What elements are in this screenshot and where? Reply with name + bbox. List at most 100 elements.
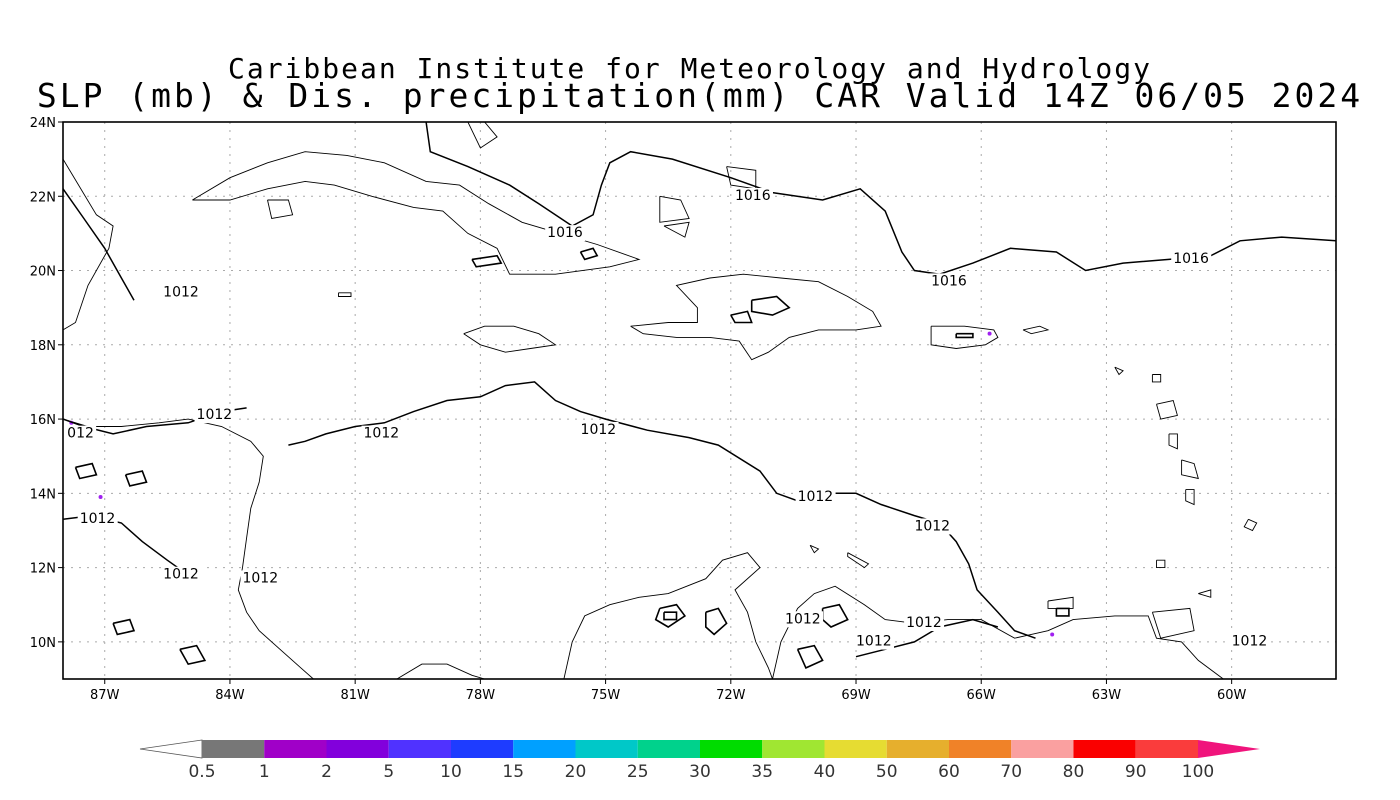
colorbar-label: 70 [1000,762,1022,782]
coastline-panama-colombia [396,663,485,679]
colorbar: 0.5 1 2 5 10 15 20 25 30 35 40 50 60 70 80 90 100 [139,739,1260,782]
isobar-label: 1016 [931,273,967,289]
coastline-guadeloupe [1156,399,1178,420]
colorbar-label: 25 [627,762,649,782]
isobar-label: 1012 [364,426,400,442]
x-tick-label: 84W [215,688,245,703]
colorbar-swatch [1011,740,1074,758]
x-tick-label: 72W [716,688,746,703]
y-tick-label: 22N [30,190,56,205]
isobar-label: 1012 [1232,634,1268,650]
x-tick-label: 69W [841,688,871,703]
x-tick-label: 81W [340,688,370,703]
colorbar-label: 80 [1063,762,1085,782]
precip-spot [987,331,992,336]
coastline-bahamas-andros [467,122,498,149]
isobar-label: 1012 [197,407,233,423]
coastline-jamaica [463,325,557,353]
colorbar-swatch [637,740,700,758]
chart-title-line2: SLP (mb) & Dis. precipitation(mm) CAR Va… [36,76,1364,115]
isobar-label-bg [1171,251,1212,268]
precip-contour-colombia-rain [704,607,728,636]
colorbar-swatch [451,740,514,758]
isobar-label-bg [578,421,619,438]
chart-title-line1: Caribbean Institute for Meteorology and … [227,52,1152,85]
isobar-label-bg [1229,633,1270,650]
isobar-label-bg [732,187,773,204]
coastline-cuba [192,151,641,275]
precip-contour-puerto-rico-rain [955,332,974,339]
precip-contour-nicaragua-rain [112,618,136,636]
colorbar-label: 1 [259,762,270,782]
isobar-labels: 1016 1016 1016 1016 1012 1012 012 1012 1012 1012 1… [65,187,1270,650]
y-tick-label: 24N [30,116,56,131]
coastline-colombia-venezuela [563,552,773,679]
y-tick-label: 16N [30,413,56,428]
isobar-label: 1012 [785,611,821,627]
precip-spot [98,495,103,500]
isobar-1016 [425,122,1336,275]
grid-lines [63,121,1336,679]
colorbar-swatch [700,740,763,758]
colorbar-swatch [575,740,638,758]
colorbar-swatch [264,740,327,758]
coastline-bahamas-south [659,195,690,223]
isobar-label-bg [161,284,202,301]
isobar-label-bg [240,570,281,587]
precip-contour-honduras-rain [74,462,98,480]
x-tick-label: 66W [967,688,997,703]
colorbar-swatch [326,740,389,758]
axis-ticks: 87W 84W 81W 78W 75W 72W 69W 66W 63W 60W 10N 12N 14N 1… [30,116,1247,703]
colorbar-swatch [1135,740,1198,758]
y-tick-label: 12N [30,562,56,577]
x-tick-label: 75W [591,688,621,703]
colorbar-label: 30 [689,762,711,782]
coastline-isla-juventud [267,199,294,220]
isobar-label-bg [65,425,97,442]
colorbar-label: 10 [440,762,462,782]
coastline-martinique [1181,459,1199,480]
isobar-label: 1012 [914,518,950,534]
colorbar-label: 50 [876,762,898,782]
coastline-grenada [1156,559,1166,569]
isobar-label: 012 [67,426,94,442]
colorbar-label: 90 [1125,762,1147,782]
isobar-label: 1012 [581,422,617,438]
isobar-label: 1012 [856,634,892,650]
precip-contour-cuba-rain [471,254,503,268]
coastline-curacao [847,552,870,569]
isobar-label-bg [929,273,970,290]
isobar-label: 1012 [163,567,199,583]
y-tick-label: 14N [30,487,56,502]
colorbar-label: 20 [565,762,587,782]
coastline-barbados [1243,518,1258,532]
colorbar-over-triangle [1198,740,1260,758]
colorbar-label: 0.5 [188,762,215,782]
isobar-label: 1012 [80,511,116,527]
coastline-virgin-islands [1022,325,1050,335]
isobar-label: 1016 [1173,251,1209,267]
isobar-label: 1012 [163,285,199,301]
colorbar-label: 40 [814,762,836,782]
colorbar-swatch [949,740,1012,758]
precip-contour-cuba-east-rain [579,247,599,261]
coastlines [63,122,1258,679]
isobar-label-bg [77,511,118,528]
x-tick-label: 63W [1092,688,1122,703]
coastline-antigua [1151,374,1162,383]
colorbar-swatch [202,740,265,758]
colorbar-swatch [513,740,576,758]
y-tick-label: 20N [30,265,56,280]
coastline-puerto-rico [930,325,999,349]
colorbar-swatch [824,740,887,758]
colorbar-swatch [1073,740,1136,758]
colorbar-label: 2 [321,762,332,782]
x-tick-label: 78W [466,688,496,703]
precip-contour-maracaibo-rain-inner [663,611,678,621]
coastline-st-lucia [1185,489,1195,506]
coastline-cayman [338,292,352,297]
coastline-trinidad [1151,607,1195,639]
precip-spot [1050,632,1055,637]
coastline-inagua [663,221,690,238]
colorbar-label: 15 [502,762,524,782]
